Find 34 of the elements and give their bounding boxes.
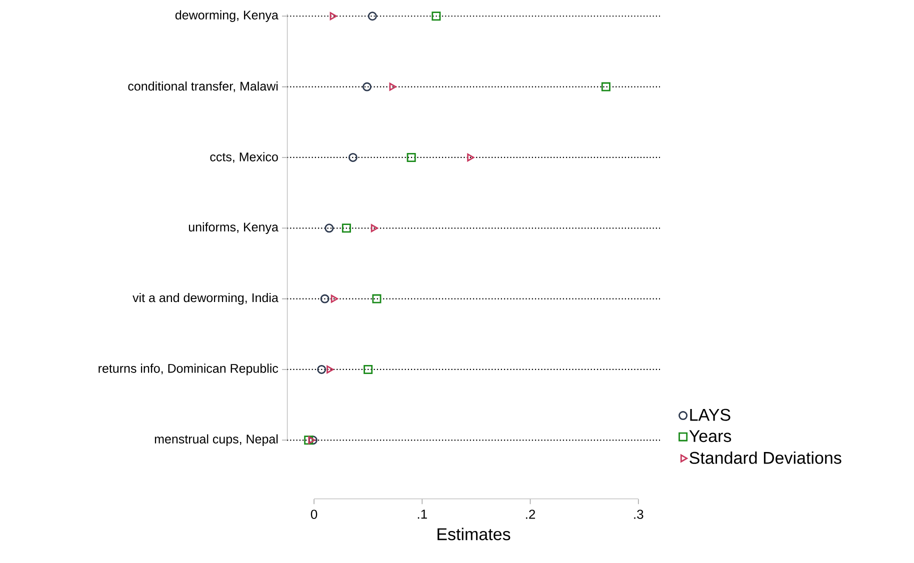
- point: [320, 294, 330, 304]
- y-tick-label: returns info, Dominican Republic: [98, 364, 278, 376]
- point: [362, 82, 372, 92]
- point: [342, 224, 351, 233]
- point: [389, 82, 396, 91]
- y-tick-label: menstrual cups, Nepal: [154, 434, 278, 446]
- point: [317, 364, 326, 374]
- point: [330, 12, 337, 20]
- point: [432, 12, 441, 21]
- y-tick-label: ccts, Mexico: [210, 152, 278, 163]
- x-tick-label: .1: [418, 510, 427, 519]
- y-tick-label: deworming, Kenya: [175, 10, 278, 22]
- legend-label: LAYS: [690, 408, 730, 421]
- point: [304, 436, 314, 445]
- legend-label: Years: [689, 430, 732, 442]
- point: [326, 365, 334, 374]
- x-tick-label: 0: [310, 510, 318, 519]
- legend-label: Standard Deviations: [690, 451, 842, 464]
- y-tick-label: conditional transfer, Malawi: [128, 81, 278, 92]
- y-tick-label: uniforms, Kenya: [188, 222, 278, 234]
- point: [330, 294, 338, 303]
- point: [324, 224, 334, 233]
- x-tick-label: .2: [526, 510, 536, 519]
- point: [601, 82, 610, 92]
- point: [406, 152, 416, 162]
- point: [364, 364, 373, 374]
- point: [370, 224, 378, 232]
- point: [348, 152, 358, 162]
- point: [467, 153, 474, 162]
- point: [368, 12, 377, 21]
- y-tick-label: vit a and deworming, India: [132, 292, 278, 305]
- x-tick-label: .3: [634, 510, 644, 519]
- point: [372, 294, 382, 304]
- x-axis-title: Estimates: [438, 528, 510, 540]
